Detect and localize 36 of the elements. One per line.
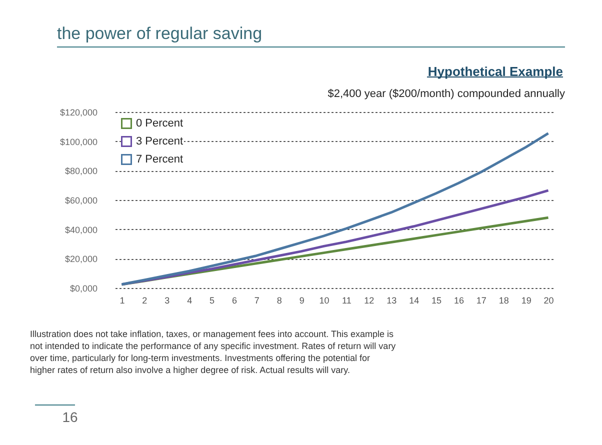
x-tick-label: 18	[498, 296, 509, 306]
x-tick-label: 17	[476, 296, 486, 306]
legend-label: 3 Percent	[136, 136, 184, 148]
chart-title: the power of regular saving	[57, 24, 262, 43]
x-tick-label: 14	[409, 296, 420, 306]
x-tick-label: 12	[364, 296, 374, 306]
x-tick-label: 19	[521, 296, 532, 306]
text: $2,400 year ($200/month) compounded annually	[328, 88, 566, 100]
x-tick-label: 15	[432, 296, 442, 306]
x-tick-label: 11	[342, 296, 352, 306]
legend-label: 0 Percent	[136, 118, 184, 130]
x-tick-label: 4	[187, 296, 192, 306]
text: 16	[62, 409, 78, 425]
x-tick-label: 2	[142, 296, 148, 306]
y-tick-label: $40,000	[64, 224, 98, 235]
x-tick-label: 20	[544, 296, 554, 306]
y-tick-label: $120,000	[60, 108, 98, 118]
y-tick-label: $60,000	[64, 196, 98, 206]
x-tick-label: 9	[299, 296, 304, 306]
x-tick-label: 10	[319, 296, 330, 306]
y-tick-label: $20,000	[64, 254, 98, 264]
x-tick-label: 13	[386, 296, 397, 306]
chart-subtitle: Hypothetical Example	[428, 64, 563, 79]
x-tick-label: 16	[454, 296, 464, 306]
x-tick-label: 3	[164, 296, 170, 306]
legend-label: 7 Percent	[136, 154, 184, 166]
y-tick-label: $80,000	[64, 166, 98, 176]
text: Illustration does not take inflation, taxes, or management fees into account. This example is not intended to indicate the performance of any specific investment. Rates of return will vary over time, particularly for long-term investments. Investments offering the potential for higher rates of return also involve a higher degree of risk. Actual results will vary.	[30, 329, 396, 375]
y-tick-label: $100,000	[60, 136, 98, 147]
x-tick-label: 6	[232, 296, 237, 306]
x-tick-label: 1	[120, 296, 125, 306]
x-tick-label: 7	[254, 296, 260, 306]
y-tick-label: $0,000	[70, 284, 98, 294]
line-series	[120, 132, 550, 286]
x-tick-label: 5	[210, 296, 215, 306]
x-tick-label: 8	[276, 296, 282, 306]
